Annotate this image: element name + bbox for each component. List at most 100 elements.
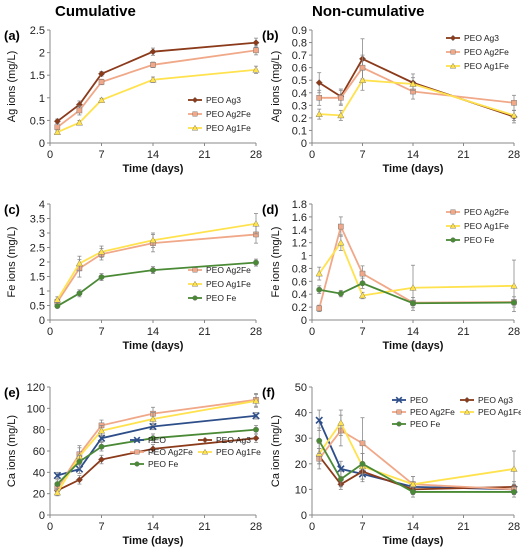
y-tick-label: 20: [33, 489, 45, 501]
legend-marker: [192, 295, 198, 301]
legend-entry-label: PEO Ag2Fe: [206, 265, 251, 275]
x-tick-label: 14: [407, 521, 419, 533]
data-point-stroke2: [53, 471, 62, 480]
data-point: [149, 48, 157, 56]
x-tick-label: 7: [98, 326, 104, 338]
data-point: [359, 440, 366, 447]
data-point: [97, 248, 106, 255]
series-peo-ag3: [53, 37, 260, 125]
x-tick-label: 7: [98, 149, 104, 161]
panel-label: (c): [4, 202, 20, 217]
data-point: [510, 111, 518, 119]
data-point-stroke2: [75, 465, 84, 473]
x-tick-label: 7: [359, 149, 365, 161]
data-point: [316, 286, 323, 293]
data-point: [359, 270, 366, 277]
y-tick-label: 4: [39, 199, 45, 211]
legend-marker: [191, 96, 199, 104]
legend-entry-label: PEO Ag1Fe: [206, 123, 251, 133]
data-point: [252, 220, 260, 227]
chart-panel-a: (a) 0 0.5 1 1.5 2 2.5 0 7 14 21 28 Time (days) Ag ion…: [4, 25, 262, 175]
x-tick-label: 7: [359, 521, 365, 533]
series-peo: [53, 412, 260, 480]
legend-entry-label: PEO Ag3: [216, 435, 251, 445]
x-axis-label: Time (days): [383, 163, 444, 175]
legend-marker: [192, 111, 198, 117]
data-point: [252, 434, 260, 442]
legend-entry-label: PEO Ag1Fe: [206, 279, 251, 289]
data-point: [75, 119, 83, 126]
legend-marker: [191, 124, 199, 131]
y-tick-label: 2.5: [30, 243, 45, 255]
data-point: [359, 280, 366, 287]
data-point: [253, 259, 259, 266]
series-peo-fe: [316, 277, 517, 307]
y-tick-label: 1.5: [30, 70, 45, 82]
y-axis-label: Ag ions (mg/L): [6, 51, 18, 123]
y-axis-label: Fe ions (mg/L): [270, 227, 282, 298]
data-point: [410, 300, 416, 307]
x-tick-label: 7: [359, 326, 365, 338]
data-point: [97, 427, 106, 434]
data-point: [149, 415, 157, 422]
series-peo-ag2fe: [54, 45, 259, 130]
chart-panel-c: (c) 0 0.5 1 1.5 2 2.5 3 3.5 4 0 7 14 21 28 Time (days) F…: [4, 199, 262, 352]
data-point: [53, 471, 62, 480]
data-point: [252, 66, 260, 73]
y-tick-label: 30: [295, 433, 307, 445]
y-axis-label: Ag ions (mg/L): [270, 51, 282, 123]
x-tick-label: 14: [407, 149, 419, 161]
series-peo-ag2fe: [316, 216, 517, 313]
legend-marker: [134, 449, 140, 455]
legend-entry-label: PEO: [410, 395, 428, 405]
legend-entry-label: PEO Fe: [206, 293, 237, 303]
y-tick-label: 2.5: [30, 25, 45, 37]
column-title-noncumulative: Non-cumulative: [312, 3, 425, 20]
x-axis-label: Time (days): [383, 340, 444, 352]
series-peo-fe: [54, 258, 259, 309]
chart-panel-b: (b) 00.10.20.30.40.50.60.70.80.9 0 7 14 21 28 T…: [262, 25, 520, 175]
y-tick-label: 0: [39, 138, 45, 150]
data-point: [337, 111, 345, 119]
legend: PEO Ag2Fe PEO Ag1Fe PEO Fe: [188, 265, 251, 303]
legend: PEO Ag2Fe PEO Ag1Fe PEO Fe: [446, 207, 509, 245]
series-line: [319, 79, 515, 117]
data-point: [54, 481, 61, 487]
data-point: [316, 95, 322, 101]
data-point: [252, 397, 260, 404]
legend: PEO Ag3 PEO Ag2Fe PEO Ag1Fe: [188, 95, 251, 133]
y-tick-label: 0.2: [292, 113, 307, 125]
y-tick-label: 120: [27, 382, 45, 394]
legend-entry-label: PEO Fe: [410, 419, 441, 429]
legend-entry-label: PEO Ag3: [464, 33, 499, 43]
data-point: [97, 96, 106, 103]
data-point: [76, 458, 83, 465]
y-tick-label: 0.7: [292, 50, 307, 62]
x-axis-label: Time (days): [123, 535, 184, 547]
chart-panel-e: (e) 0 20 40 60 80 100 120 0 7 14 21 28 Time (days) Ca …: [4, 382, 262, 547]
chart-panel-f: (f) 0 10 20 30 40 50 0 7 14 21 28 Time (days) Ca ions…: [262, 382, 521, 547]
legend-entry-label: PEO Ag3: [206, 95, 241, 105]
data-point: [98, 456, 105, 464]
data-point: [149, 422, 157, 431]
legend-entry-label: PEO Ag1Fe: [216, 447, 261, 457]
y-tick-label: 1: [301, 251, 307, 263]
legend-marker: [396, 421, 402, 427]
y-tick-label: 0.1: [292, 125, 307, 137]
data-point-stroke2: [252, 412, 260, 420]
y-tick-label: 0.4: [292, 88, 307, 100]
legend-marker: [133, 436, 141, 444]
data-point: [315, 110, 323, 117]
x-tick-label: 21: [457, 326, 469, 338]
data-point: [315, 269, 323, 277]
data-point: [75, 476, 83, 484]
legend-entry-label: PEO Ag1Fe: [464, 61, 509, 71]
legend-marker-stroke2: [395, 396, 403, 404]
data-point: [53, 296, 61, 303]
legend-marker: [201, 448, 209, 455]
data-point: [511, 100, 517, 106]
data-point: [253, 426, 259, 433]
x-tick-label: 21: [198, 149, 210, 161]
data-point-stroke2: [315, 416, 323, 425]
data-point: [98, 79, 105, 85]
